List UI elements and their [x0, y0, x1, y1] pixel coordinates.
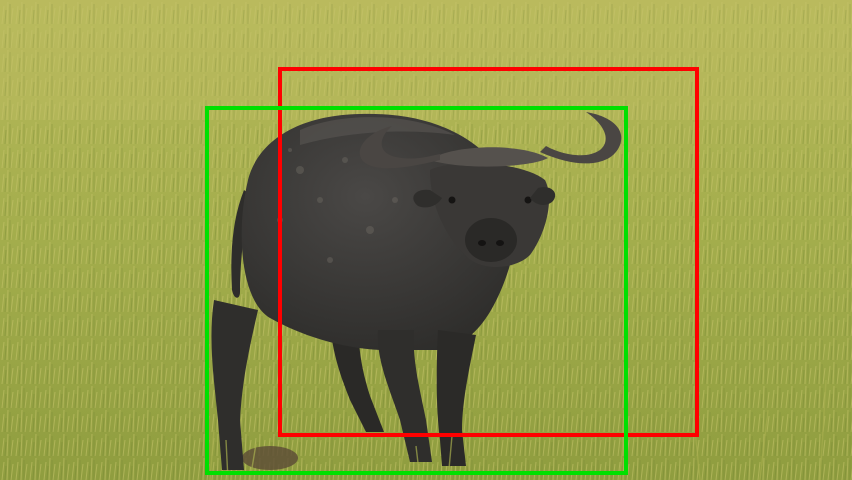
mud-patch [242, 446, 298, 470]
buffalo [211, 112, 622, 470]
